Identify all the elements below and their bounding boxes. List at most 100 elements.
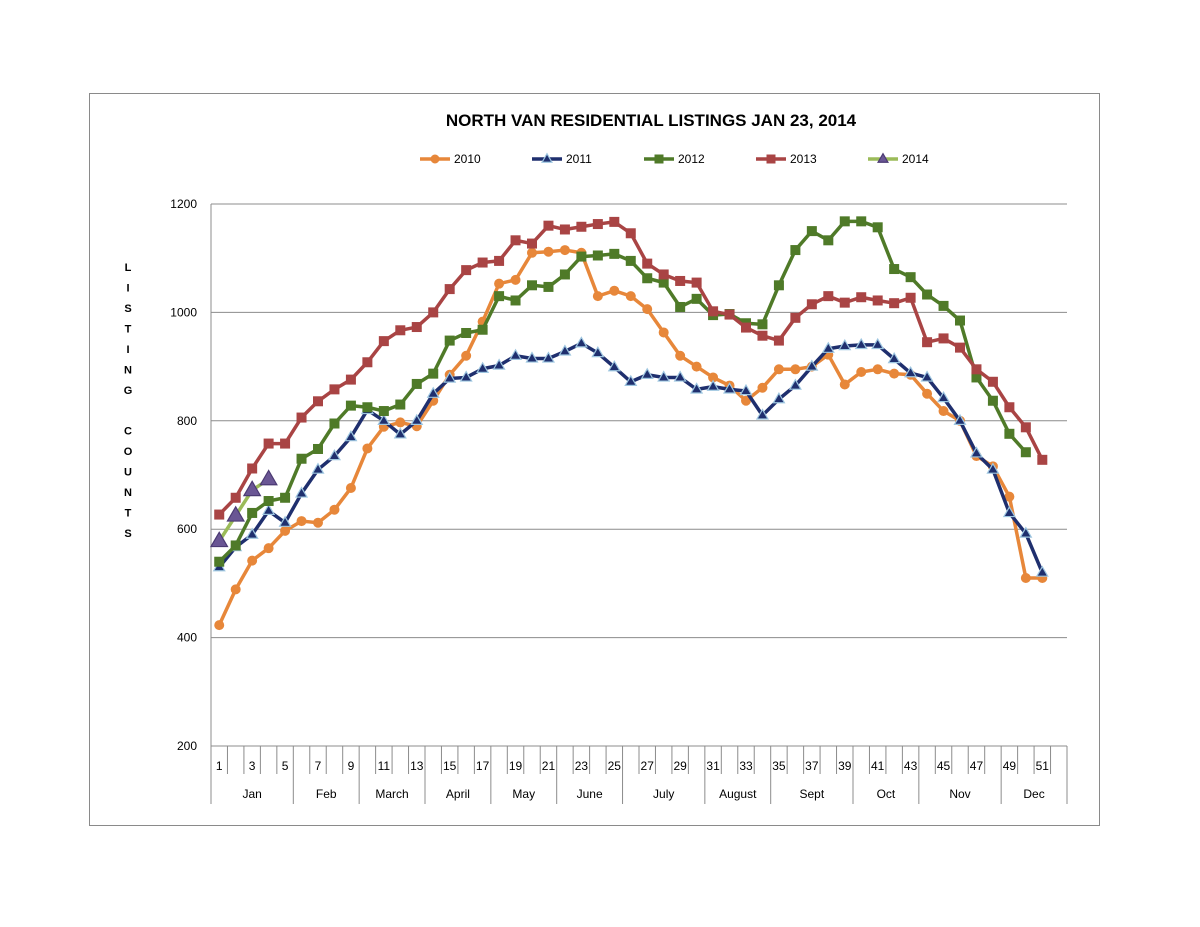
data-point-2011 bbox=[1002, 505, 1016, 518]
x-tick-label: 37 bbox=[805, 759, 819, 773]
data-point-2011 bbox=[294, 486, 309, 498]
data-point-2011 bbox=[344, 429, 358, 442]
y-label-letter: S bbox=[124, 303, 131, 315]
data-point-2013 bbox=[543, 220, 554, 231]
data-point-2011 bbox=[443, 371, 457, 383]
data-point-2011 bbox=[607, 360, 621, 372]
data-point-2014 bbox=[242, 480, 262, 497]
data-point-2012 bbox=[329, 418, 340, 429]
data-point-2011 bbox=[591, 345, 605, 358]
data-point-2011 bbox=[558, 344, 572, 356]
data-point-2012 bbox=[378, 406, 389, 417]
x-tick-label: 15 bbox=[443, 759, 457, 773]
data-point-2010 bbox=[773, 364, 784, 375]
legend: 2010 2011 2012 2013 2014 bbox=[420, 152, 929, 166]
legend-label: 2013 bbox=[790, 152, 817, 166]
y-label-letter: C bbox=[124, 426, 132, 438]
data-point-2011 bbox=[936, 390, 951, 403]
data-point-2011 bbox=[821, 341, 835, 353]
data-point-2011 bbox=[377, 413, 391, 426]
data-point-2011 bbox=[657, 370, 671, 382]
series-2013 bbox=[214, 216, 1048, 520]
data-point-2011 bbox=[426, 386, 440, 398]
month-label: Oct bbox=[877, 787, 896, 801]
data-point-2011 bbox=[393, 427, 407, 439]
data-point-2010 bbox=[510, 274, 521, 285]
y-label-letter: L bbox=[125, 262, 132, 274]
x-tick-label: 33 bbox=[739, 759, 753, 773]
x-tick-label: 7 bbox=[315, 759, 322, 773]
data-point-2013 bbox=[329, 384, 340, 395]
data-point-2013 bbox=[691, 277, 702, 288]
data-point-2010 bbox=[675, 350, 686, 361]
legend-marker bbox=[877, 152, 889, 163]
x-tick-label: 29 bbox=[673, 759, 687, 773]
legend-marker bbox=[430, 154, 440, 164]
data-point-2012 bbox=[411, 378, 422, 389]
data-point-2013 bbox=[675, 275, 686, 286]
month-label: June bbox=[577, 787, 603, 801]
data-point-2014 bbox=[209, 531, 229, 548]
data-point-2011 bbox=[541, 351, 556, 363]
data-point-2012 bbox=[905, 272, 916, 283]
data-point-2013 bbox=[823, 291, 834, 302]
data-point-2011 bbox=[245, 527, 259, 539]
data-point-2010 bbox=[872, 364, 883, 375]
series-2010 bbox=[214, 245, 1048, 631]
y-tick-label: 200 bbox=[177, 739, 197, 753]
series-2011 bbox=[212, 336, 1049, 577]
data-point-2012 bbox=[214, 556, 225, 567]
data-point-2013 bbox=[263, 438, 274, 449]
data-point-2012 bbox=[263, 496, 274, 507]
x-tick-label: 47 bbox=[970, 759, 984, 773]
data-point-2013 bbox=[592, 219, 603, 230]
data-point-2010 bbox=[658, 327, 669, 338]
data-point-2013 bbox=[905, 292, 916, 303]
y-tick-label: 800 bbox=[177, 414, 197, 428]
data-point-2012 bbox=[592, 250, 603, 261]
data-point-2011 bbox=[673, 370, 687, 382]
x-tick-label: 3 bbox=[249, 759, 256, 773]
data-point-2012 bbox=[559, 269, 570, 280]
y-axis: 200 400 600 800 1000 1200 bbox=[170, 197, 212, 753]
y-label-letter: N bbox=[124, 487, 132, 499]
data-point-2013 bbox=[576, 221, 587, 232]
data-point-2013 bbox=[345, 374, 356, 385]
data-point-2013 bbox=[938, 333, 949, 344]
data-point-2013 bbox=[839, 297, 850, 308]
data-point-2012 bbox=[938, 300, 949, 311]
data-point-2010 bbox=[938, 406, 949, 417]
legend-marker bbox=[654, 154, 664, 164]
data-point-2013 bbox=[247, 463, 258, 474]
data-point-2013 bbox=[625, 228, 636, 239]
data-point-2010 bbox=[247, 555, 258, 566]
legend-label: 2011 bbox=[566, 152, 592, 166]
data-point-2010 bbox=[527, 247, 537, 258]
x-tick-label: 25 bbox=[608, 759, 622, 773]
data-point-2013 bbox=[987, 376, 998, 387]
data-point-2011 bbox=[772, 392, 786, 404]
data-point-2012 bbox=[461, 327, 472, 338]
data-point-2012 bbox=[1004, 428, 1015, 439]
data-point-2013 bbox=[741, 322, 751, 333]
month-label: Feb bbox=[316, 787, 337, 801]
data-point-2011 bbox=[755, 408, 770, 420]
data-point-2012 bbox=[691, 293, 702, 304]
month-label: May bbox=[512, 787, 535, 801]
data-point-2013 bbox=[411, 322, 422, 333]
data-point-2010 bbox=[856, 367, 867, 378]
x-tick-label: 45 bbox=[937, 759, 951, 773]
data-point-2011 bbox=[1019, 526, 1033, 538]
data-point-2012 bbox=[609, 248, 620, 259]
data-point-2013 bbox=[1020, 422, 1031, 433]
x-tick-label: 35 bbox=[772, 759, 786, 773]
data-point-2012 bbox=[477, 324, 488, 335]
x-tick-label: 17 bbox=[476, 759, 490, 773]
data-point-2013 bbox=[313, 396, 323, 407]
data-point-2012 bbox=[576, 251, 587, 262]
month-label: March bbox=[375, 787, 408, 801]
data-point-2012 bbox=[922, 289, 933, 300]
y-tick-label: 1000 bbox=[170, 305, 197, 319]
data-point-2011 bbox=[920, 370, 934, 382]
data-point-2010 bbox=[889, 368, 900, 379]
